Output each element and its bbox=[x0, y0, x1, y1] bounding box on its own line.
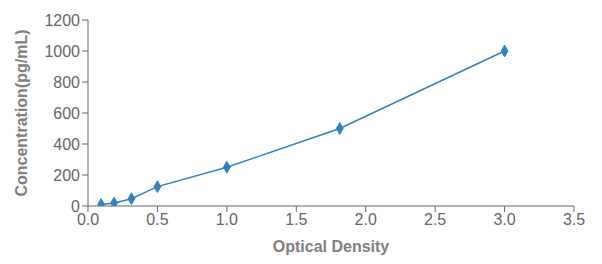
svg-text:3.5: 3.5 bbox=[563, 211, 585, 228]
svg-text:2.5: 2.5 bbox=[424, 211, 446, 228]
svg-text:Optical Density: Optical Density bbox=[273, 238, 390, 255]
svg-text:3.0: 3.0 bbox=[493, 211, 515, 228]
svg-text:200: 200 bbox=[53, 167, 80, 184]
svg-text:Concentration(pg/mL): Concentration(pg/mL) bbox=[13, 29, 30, 196]
svg-text:800: 800 bbox=[53, 74, 80, 91]
svg-text:400: 400 bbox=[53, 136, 80, 153]
svg-text:1.0: 1.0 bbox=[216, 211, 238, 228]
svg-text:0: 0 bbox=[71, 198, 80, 215]
svg-text:1.5: 1.5 bbox=[285, 211, 307, 228]
svg-text:0.5: 0.5 bbox=[146, 211, 168, 228]
svg-text:2.0: 2.0 bbox=[355, 211, 377, 228]
svg-text:1200: 1200 bbox=[44, 12, 80, 29]
svg-text:0.0: 0.0 bbox=[77, 211, 99, 228]
svg-text:600: 600 bbox=[53, 105, 80, 122]
svg-text:1000: 1000 bbox=[44, 43, 80, 60]
